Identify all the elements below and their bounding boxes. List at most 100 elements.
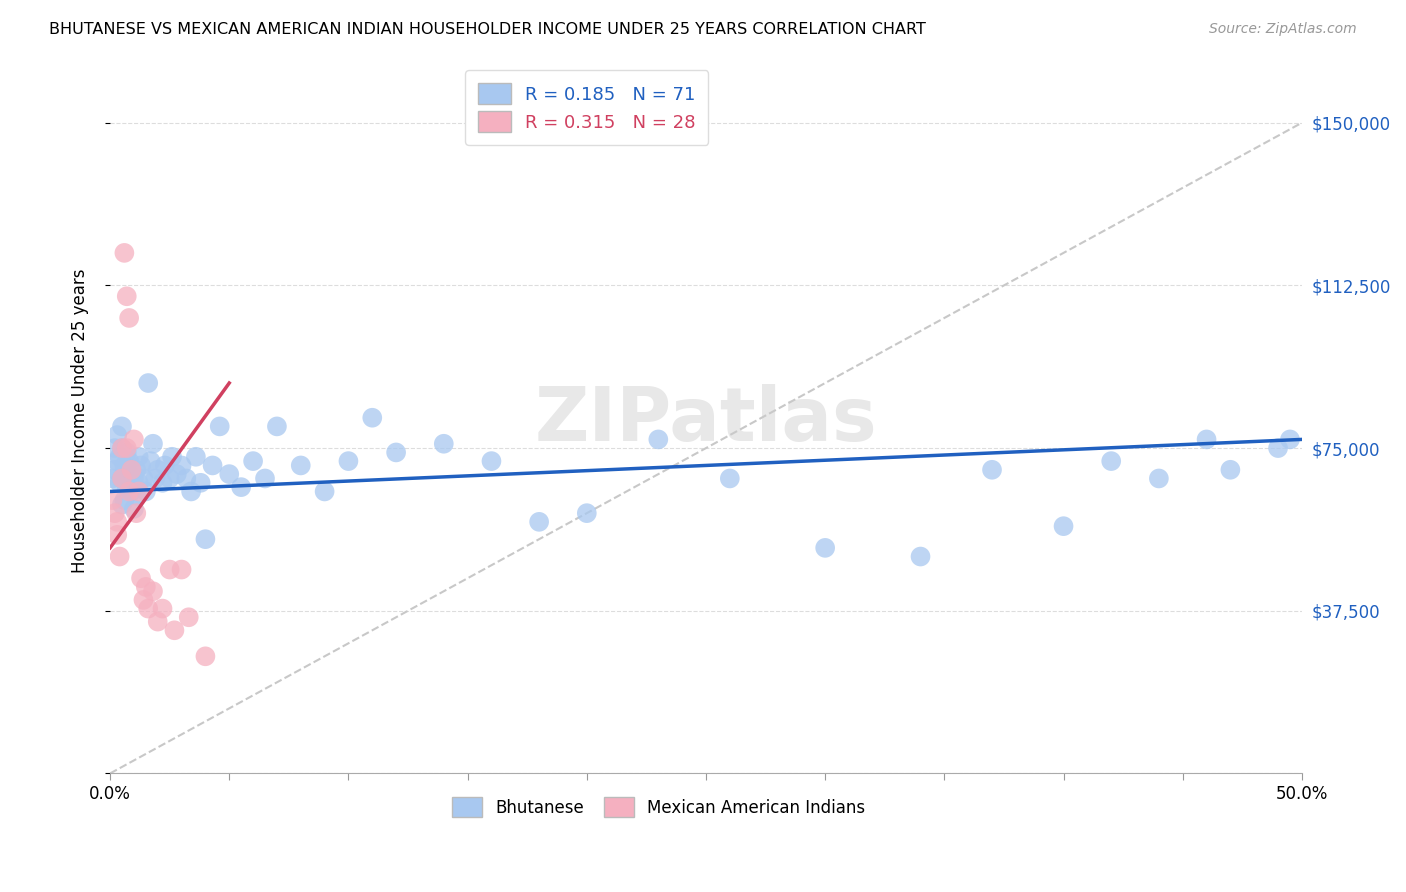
- Point: [135, 580, 157, 594]
- Point: [111, 471, 134, 485]
- Point: [142, 436, 165, 450]
- Text: Source: ZipAtlas.com: Source: ZipAtlas.com: [1209, 22, 1357, 37]
- Point: [160, 450, 183, 464]
- Point: [115, 445, 138, 459]
- Point: [108, 450, 131, 464]
- Point: [142, 584, 165, 599]
- Point: [108, 475, 131, 490]
- Point: [112, 458, 135, 473]
- Point: [122, 501, 145, 516]
- Point: [146, 463, 169, 477]
- Point: [111, 441, 134, 455]
- Point: [170, 563, 193, 577]
- Point: [125, 489, 148, 503]
- Point: [111, 419, 134, 434]
- Point: [108, 549, 131, 564]
- Point: [253, 471, 276, 485]
- Point: [385, 445, 408, 459]
- Point: [208, 419, 231, 434]
- Point: [910, 549, 932, 564]
- Point: [112, 245, 135, 260]
- Point: [122, 433, 145, 447]
- Point: [152, 601, 174, 615]
- Point: [194, 532, 217, 546]
- Point: [118, 484, 141, 499]
- Point: [218, 467, 240, 482]
- Legend: Bhutanese, Mexican American Indians: Bhutanese, Mexican American Indians: [443, 789, 873, 825]
- Point: [1052, 519, 1074, 533]
- Point: [290, 458, 312, 473]
- Point: [122, 471, 145, 485]
- Point: [184, 450, 207, 464]
- Point: [1219, 463, 1241, 477]
- Point: [111, 471, 134, 485]
- Point: [105, 528, 128, 542]
- Point: [981, 463, 1004, 477]
- Point: [125, 506, 148, 520]
- Point: [128, 484, 150, 499]
- Point: [176, 471, 198, 485]
- Point: [111, 441, 134, 455]
- Point: [180, 484, 202, 499]
- Point: [361, 410, 384, 425]
- Point: [129, 571, 152, 585]
- Point: [481, 454, 503, 468]
- Point: [101, 471, 124, 485]
- Point: [1099, 454, 1122, 468]
- Point: [115, 441, 138, 455]
- Point: [159, 471, 181, 485]
- Point: [177, 610, 200, 624]
- Point: [337, 454, 360, 468]
- Point: [170, 458, 193, 473]
- Point: [1278, 433, 1301, 447]
- Point: [136, 601, 159, 615]
- Text: BHUTANESE VS MEXICAN AMERICAN INDIAN HOUSEHOLDER INCOME UNDER 25 YEARS CORRELATI: BHUTANESE VS MEXICAN AMERICAN INDIAN HOU…: [49, 22, 927, 37]
- Point: [242, 454, 264, 468]
- Point: [104, 506, 127, 520]
- Point: [163, 624, 186, 638]
- Point: [152, 475, 174, 490]
- Point: [231, 480, 253, 494]
- Point: [132, 593, 155, 607]
- Point: [136, 376, 159, 390]
- Point: [266, 419, 288, 434]
- Point: [190, 475, 212, 490]
- Point: [139, 454, 162, 468]
- Point: [118, 310, 141, 325]
- Point: [814, 541, 837, 555]
- Point: [118, 454, 141, 468]
- Point: [166, 467, 188, 482]
- Point: [125, 463, 148, 477]
- Point: [146, 615, 169, 629]
- Point: [314, 484, 336, 499]
- Point: [118, 467, 141, 482]
- Point: [129, 458, 152, 473]
- Point: [121, 463, 143, 477]
- Text: ZIPatlas: ZIPatlas: [534, 384, 877, 458]
- Point: [433, 436, 456, 450]
- Point: [128, 450, 150, 464]
- Point: [111, 498, 134, 512]
- Point: [105, 515, 128, 529]
- Point: [128, 475, 150, 490]
- Point: [105, 454, 128, 468]
- Point: [104, 463, 127, 477]
- Point: [115, 289, 138, 303]
- Point: [201, 458, 224, 473]
- Y-axis label: Householder Income Under 25 years: Householder Income Under 25 years: [72, 268, 89, 574]
- Point: [1267, 441, 1289, 455]
- Point: [112, 493, 135, 508]
- Point: [718, 471, 741, 485]
- Point: [143, 471, 166, 485]
- Point: [1147, 471, 1170, 485]
- Point: [115, 480, 138, 494]
- Point: [101, 493, 124, 508]
- Point: [105, 428, 128, 442]
- Point: [194, 649, 217, 664]
- Point: [1195, 433, 1218, 447]
- Point: [135, 484, 157, 499]
- Point: [153, 458, 176, 473]
- Point: [159, 563, 181, 577]
- Point: [575, 506, 598, 520]
- Point: [132, 471, 155, 485]
